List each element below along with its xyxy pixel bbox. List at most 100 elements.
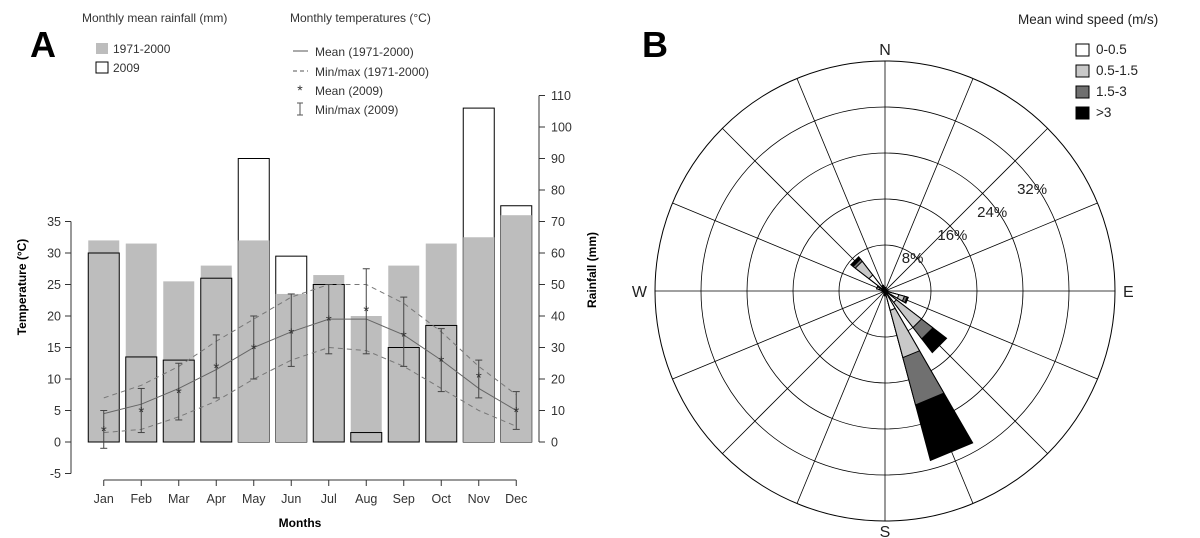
- y-left-tick-label: 25: [47, 278, 61, 292]
- wind-legend-label-gt3: >3: [1096, 105, 1111, 120]
- compass-label-e: E: [1123, 284, 1134, 301]
- x-tick-label-may: May: [242, 492, 266, 506]
- wind-legend-title: Mean wind speed (m/s): [1018, 12, 1158, 27]
- rose-ring-32: [700, 106, 1070, 476]
- line-min-1971-2000: [103, 346, 517, 434]
- wind-legend-label-1.5-3: 1.5-3: [1096, 84, 1127, 99]
- y-right-tick-label: 60: [551, 247, 565, 261]
- wind-rose: 8% 16% 24% 32% N E S W: [632, 42, 1134, 538]
- x-tick-label-nov: Nov: [468, 492, 491, 506]
- errorbar-2009-jul: [325, 284, 333, 355]
- wind-legend-swatch-1: [1075, 64, 1090, 78]
- mean-2009-point-jun: *: [288, 325, 294, 342]
- x-tick-label-oct: Oct: [432, 492, 452, 506]
- compass-label-n: N: [879, 42, 891, 59]
- wind-legend-swatch-2: [1075, 85, 1090, 99]
- temp-legend-label-minmax-1971-2000: Min/max (1971-2000): [315, 65, 429, 79]
- rose-center-dot: [882, 288, 888, 294]
- rose-ring-label-16: 16%: [937, 227, 967, 244]
- bar-2009-oct: [425, 324, 458, 443]
- mean-2009-point-aug: *: [363, 303, 369, 320]
- x-tick-label-sep: Sep: [393, 492, 415, 506]
- panel-a-label: A: [30, 24, 56, 65]
- rose-ring-label-24: 24%: [977, 204, 1007, 221]
- y-left-tick-label: 0: [54, 436, 61, 450]
- line-mean-1971-2000: [103, 318, 517, 415]
- y-right-tick-label: 0: [551, 436, 558, 450]
- line-max-1971-2000: [103, 284, 517, 399]
- wind-legend-label-0-0.5: 0-0.5: [1096, 42, 1127, 57]
- rose-spoke-ese: [884, 290, 1098, 380]
- rose-ring-8: [838, 244, 932, 338]
- errorbar-2009-feb: [137, 387, 145, 434]
- x-tick-label-apr: Apr: [207, 492, 226, 506]
- x-tick-label-jun: Jun: [281, 492, 301, 506]
- climate-chart: * * * * * * * * * * * * * -5 0 5 10 15 20 25 30 35 0 10 20 30 40 50…: [47, 43, 572, 506]
- rose-spoke-nnw: [796, 78, 886, 292]
- y-right-tick-label: 100: [551, 121, 572, 135]
- petal-se-class-0: [884, 290, 898, 304]
- rose-spoke-wnw: [672, 202, 886, 292]
- y-left-tick-label: 10: [47, 373, 61, 387]
- rain-legend-title: Monthly mean rainfall (mm): [82, 11, 227, 25]
- temp-legend-label-mean-1971-2000: Mean (1971-2000): [315, 45, 414, 59]
- rose-outer-ring: [654, 60, 1116, 522]
- wind-legend-swatch-0: [1075, 43, 1090, 57]
- panel-b-label: B: [642, 24, 668, 65]
- x-tick-label-feb: Feb: [130, 492, 152, 506]
- bar-1971-2000-nov: [463, 237, 495, 442]
- x-axis-title: Months: [279, 516, 322, 530]
- rose-spoke-ssw: [796, 290, 886, 504]
- rose-spoke-nne: [884, 78, 974, 292]
- y-left-tick-label: 5: [54, 404, 61, 418]
- wind-legend-swatch-3: [1075, 106, 1090, 120]
- y-right-tick-label: 40: [551, 310, 565, 324]
- rose-spoke-sw: [722, 290, 886, 454]
- temp-legend-title: Monthly temperatures (°C): [290, 11, 431, 25]
- errorbar-2009-nov: [475, 359, 483, 399]
- temp-legend-symbol-mean-2009: *: [297, 82, 303, 98]
- x-tick-label-jul: Jul: [321, 492, 337, 506]
- y-right-tick-label: 90: [551, 152, 565, 166]
- temp-legend-label-mean-2009: Mean (2009): [315, 84, 383, 98]
- bar-1971-2000-jan: [88, 240, 120, 442]
- rain-legend-swatch-2009: [95, 61, 109, 74]
- rose-ring-24: [746, 152, 1024, 430]
- y-left-tick-label: 35: [47, 215, 61, 229]
- rose-spoke-wsw: [672, 290, 886, 380]
- y-right-tick-label: 70: [551, 215, 565, 229]
- x-tick-label-jan: Jan: [94, 492, 114, 506]
- errorbar-2009-jun: [287, 293, 295, 367]
- y-left-tick-label: 30: [47, 247, 61, 261]
- temp-legend-label-minmax-2009: Min/max (2009): [315, 103, 398, 117]
- rain-legend-label-1971-2000: 1971-2000: [113, 42, 171, 56]
- bar-2009-feb: [125, 356, 158, 443]
- x-tick-label-mar: Mar: [168, 492, 190, 506]
- y-left-tick-label: 20: [47, 310, 61, 324]
- y-left-tick-label: -5: [50, 467, 61, 481]
- errorbar-2009-may: [250, 315, 258, 380]
- mean-2009-point-sep: *: [401, 328, 407, 345]
- bar-2009-aug: [350, 432, 383, 443]
- compass-label-s: S: [880, 524, 891, 538]
- y-left-tick-label: 15: [47, 341, 61, 355]
- rose-spoke-ne: [884, 128, 1048, 292]
- petal-sse-class-0: [884, 290, 896, 312]
- petal-nw-class-0: [868, 274, 886, 292]
- y-axis-left-title: Temperature (°C): [15, 239, 29, 336]
- x-tick-label-aug: Aug: [355, 492, 377, 506]
- y-axis-right-title: Rainfall (mm): [585, 232, 599, 308]
- rain-legend-label-2009: 2009: [113, 61, 140, 75]
- wind-legend-label-0.5-1.5: 0.5-1.5: [1096, 63, 1138, 78]
- errorbar-2009-jan: [100, 410, 108, 449]
- y-right-tick-label: 80: [551, 184, 565, 198]
- mean-2009-point-nov: *: [476, 369, 482, 386]
- temp-legend-symbol-minmax-2009: [297, 102, 303, 116]
- mean-2009-point-apr: *: [213, 360, 219, 377]
- y-right-tick-label: 20: [551, 373, 565, 387]
- petal-ese-class-0: [884, 290, 900, 299]
- errorbar-2009-oct: [437, 328, 445, 393]
- mean-2009-point-dec: *: [513, 404, 519, 421]
- errorbar-2009-apr: [212, 334, 220, 399]
